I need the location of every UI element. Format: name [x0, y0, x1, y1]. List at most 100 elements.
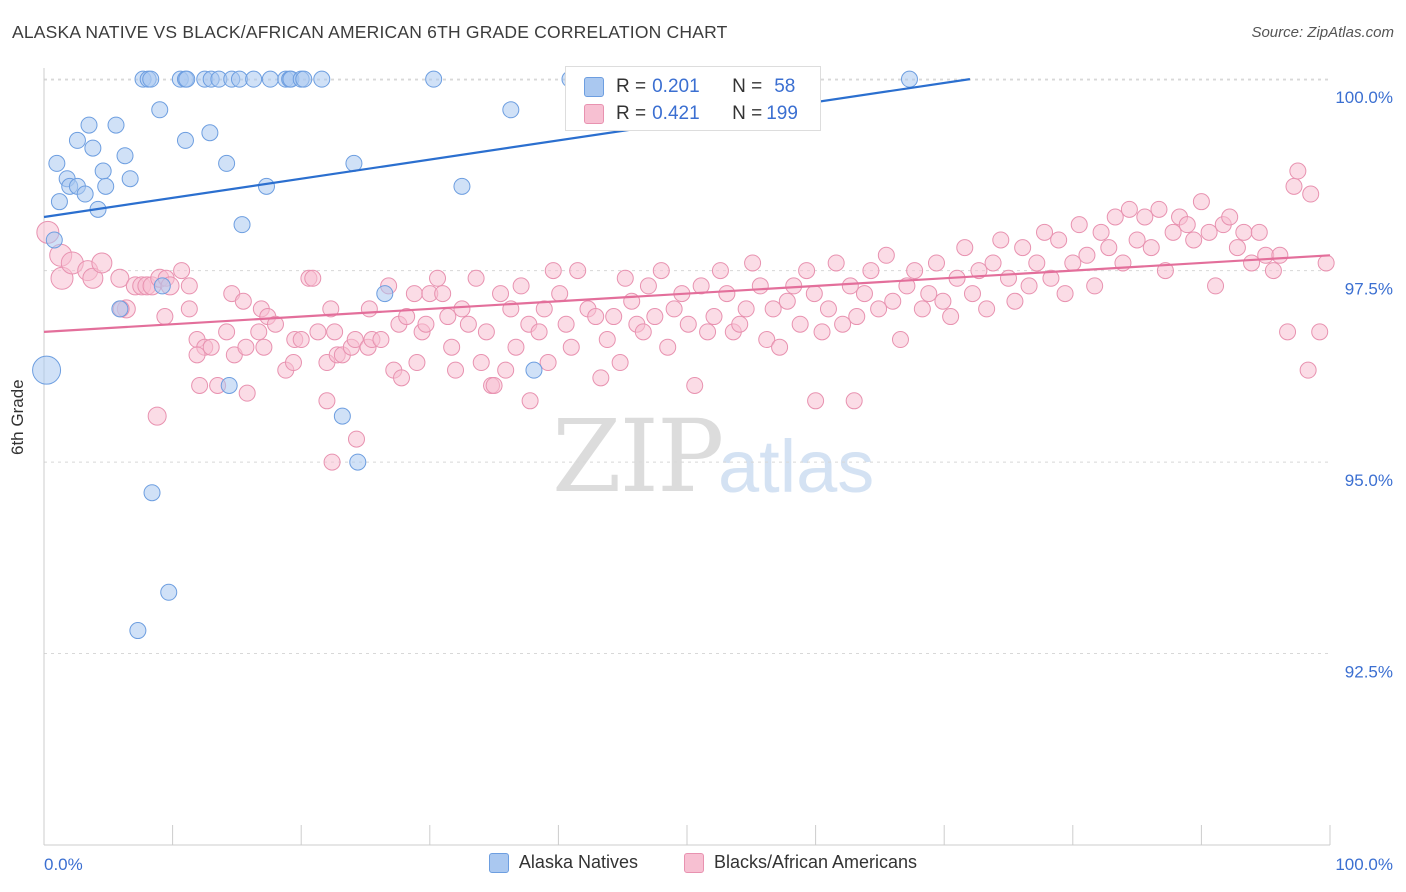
alaska-point [201, 124, 219, 142]
blacks-point [737, 300, 755, 318]
blacks-point [557, 315, 575, 333]
blacks-point [530, 323, 548, 341]
blacks-point [731, 315, 749, 333]
blacks-point [1120, 200, 1138, 218]
blacks-point [992, 231, 1010, 249]
x-tick-label: 100.0% [1335, 855, 1393, 874]
blacks-point [934, 292, 952, 310]
blacks-point [234, 292, 252, 310]
legend-label-alaska: Alaska Natives [518, 852, 638, 872]
blacks-point [346, 331, 364, 349]
blacks-point [266, 315, 284, 333]
blacks-point [110, 268, 130, 288]
stats-swatch-alaska [584, 77, 604, 97]
blacks-point [942, 308, 960, 326]
blacks-point [1221, 208, 1239, 226]
blacks-point [616, 269, 634, 287]
blacks-point [1136, 208, 1154, 226]
alaska-point [153, 277, 171, 295]
legend-item-alaska[interactable]: Alaska Natives [488, 852, 638, 873]
alaska-point [453, 177, 471, 195]
blacks-point [659, 338, 677, 356]
blacks-point [1156, 262, 1174, 280]
blacks-point [429, 269, 447, 287]
blacks-point [180, 300, 198, 318]
blacks-point [372, 331, 390, 349]
r-value: 0.201 [652, 76, 700, 97]
blacks-point [1014, 239, 1032, 257]
legend-swatch-alaska [488, 852, 509, 873]
r-label: R = [616, 103, 647, 124]
blacks-point [841, 277, 859, 295]
alaska-point [129, 622, 147, 640]
alaska-point [45, 231, 63, 249]
blacks-point [927, 254, 945, 272]
blacks-point [970, 262, 988, 280]
watermark-zip: ZIP [552, 398, 724, 515]
blacks-point [1086, 277, 1104, 295]
alaska-point [97, 177, 115, 195]
blacks-point [1207, 277, 1225, 295]
grid-lines [44, 78, 1330, 655]
alaska-point [107, 116, 125, 134]
blacks-point [405, 285, 423, 303]
blacks-point [764, 300, 782, 318]
blacks-point [439, 308, 457, 326]
series-alaska-points [32, 70, 918, 640]
blacks-point [459, 315, 477, 333]
blacks-point [1257, 246, 1275, 264]
blacks-point [891, 331, 909, 349]
alaska-point [900, 70, 918, 88]
alaska-point [313, 70, 331, 88]
blacks-point [218, 323, 236, 341]
blacks-point [1100, 239, 1118, 257]
blacks-point [1279, 323, 1297, 341]
n-label: N = [732, 76, 763, 97]
blacks-point [778, 292, 796, 310]
blacks-point [845, 392, 863, 410]
blacks-point [398, 308, 416, 326]
blacks-point [318, 392, 336, 410]
blacks-point [634, 323, 652, 341]
blacks-point [1299, 361, 1317, 379]
blacks-point [284, 354, 302, 372]
blacks-point [304, 269, 322, 287]
tick-labels: 92.5% 95.0% 97.5% 100.0% 0.0% 100.0% [44, 88, 1393, 874]
blacks-point [1050, 231, 1068, 249]
blacks-point [1264, 262, 1282, 280]
blacks-point [1185, 231, 1203, 249]
blacks-point [1311, 323, 1329, 341]
blacks-point [686, 376, 704, 394]
alaska-point [111, 300, 129, 318]
blacks-point [679, 315, 697, 333]
blacks-point [507, 338, 525, 356]
blacks-point [188, 346, 206, 364]
blacks-point [539, 354, 557, 372]
alaska-point [349, 453, 367, 471]
blacks-point [434, 285, 452, 303]
blacks-point [744, 254, 762, 272]
blacks-point [443, 338, 461, 356]
alaska-point [50, 193, 68, 211]
alaska-point [48, 154, 66, 172]
blacks-point [1164, 223, 1182, 241]
blacks-point [920, 285, 938, 303]
alaska-point [245, 70, 263, 88]
blacks-point [569, 262, 587, 280]
blacks-point [906, 262, 924, 280]
alaska-point [425, 70, 443, 88]
legend-item-blacks[interactable]: Blacks/African Americans [683, 852, 917, 873]
blacks-point [1006, 292, 1024, 310]
blacks-point [237, 338, 255, 356]
blacks-point [1243, 254, 1261, 272]
r-value: 0.421 [652, 103, 700, 124]
stats-box: R = 0.201 N = 58 R = 0.421 N = 199 [565, 66, 821, 131]
blacks-point [913, 300, 931, 318]
blacks-point [711, 262, 729, 280]
blacks-point [180, 277, 198, 295]
y-tick-label: 92.5% [1345, 663, 1393, 682]
blacks-point [1228, 239, 1246, 257]
alaska-point [220, 376, 238, 394]
chart-title: ALASKA NATIVE VS BLACK/AFRICAN AMERICAN … [12, 22, 728, 42]
alaska-point [333, 407, 351, 425]
